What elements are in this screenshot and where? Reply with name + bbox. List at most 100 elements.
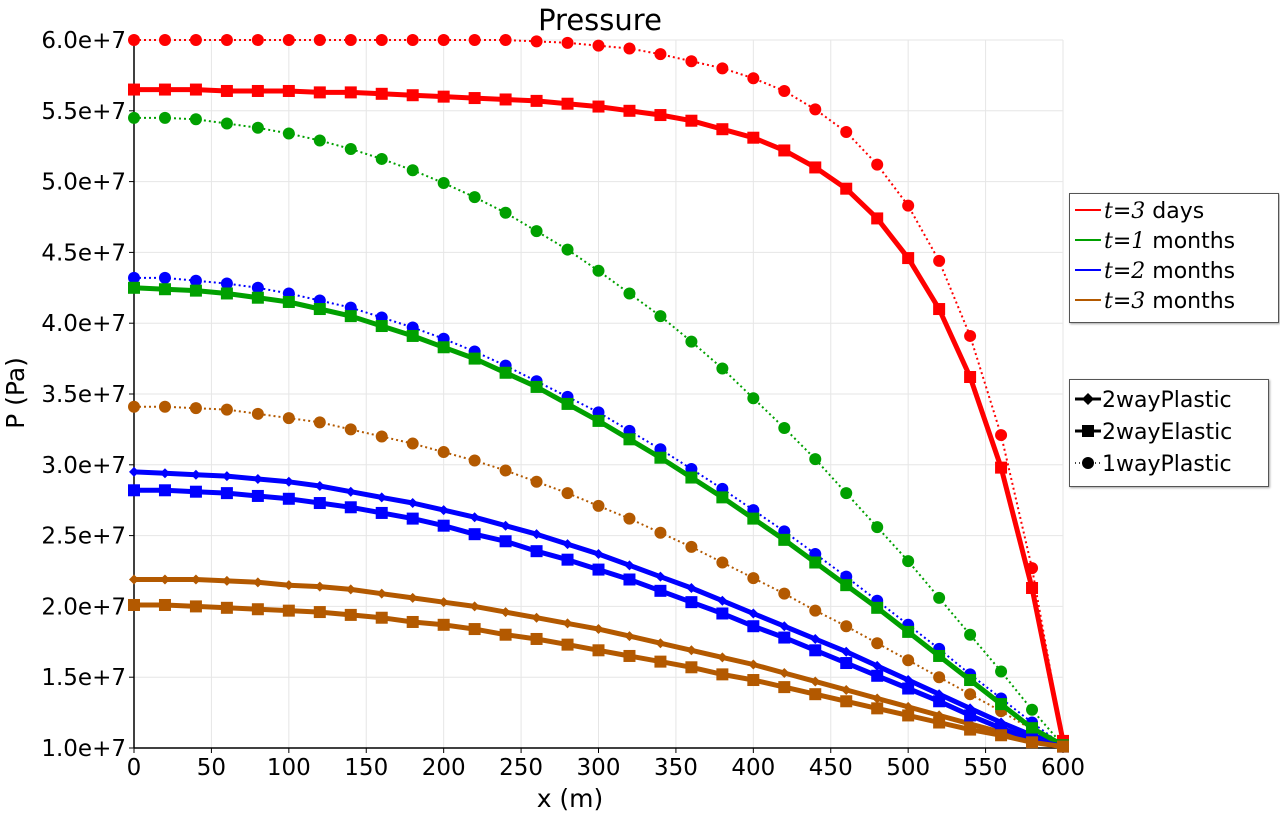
circle-marker [871, 637, 884, 650]
circle-marker [344, 423, 357, 436]
square-marker [716, 668, 729, 681]
circle-marker [840, 487, 853, 500]
legend-time-unit: months [1152, 229, 1236, 254]
y-tick-label: 1.0e+7 [41, 736, 126, 762]
square-marker [437, 90, 450, 103]
y-tick-label: 5.0e+7 [41, 170, 126, 196]
legend-swatch [1075, 269, 1101, 271]
square-marker [902, 709, 915, 722]
square-marker [902, 682, 915, 695]
diamond-marker [531, 612, 542, 623]
circle-marker [128, 271, 140, 284]
square-marker [747, 620, 760, 633]
square-marker [592, 414, 605, 427]
square-marker [499, 366, 512, 379]
x-tick-label: 300 [577, 755, 621, 781]
legend-time-var: t [1104, 259, 1113, 284]
axes [129, 39, 1064, 753]
x-tick-label: 50 [197, 755, 226, 781]
circle-marker [220, 277, 233, 290]
circle-marker [747, 572, 760, 585]
circle-marker [313, 34, 326, 46]
square-marker [251, 291, 264, 304]
diamond-marker [252, 577, 263, 588]
circle-marker [716, 62, 729, 75]
circle-marker [251, 281, 264, 294]
circle-marker [282, 127, 295, 140]
square-marker [220, 601, 233, 614]
tick-labels: 0 50 100 150 200 250 300 350 400 450 500 550 600 1.0e… [41, 28, 1085, 781]
circle-marker [344, 143, 357, 156]
legend-time-var: t [1104, 229, 1113, 254]
square-marker [592, 644, 605, 657]
square-marker [716, 491, 729, 504]
y-tick-label: 2.5e+7 [41, 524, 126, 550]
diamond-marker [407, 592, 418, 603]
square-marker [778, 681, 791, 694]
square-marker [685, 471, 698, 484]
circle-marker [964, 329, 977, 342]
legend-type-label: 2wayElastic [1102, 420, 1233, 445]
square-marker [499, 535, 512, 548]
circle-marker [530, 35, 543, 48]
square-marker [685, 114, 698, 127]
square-marker [716, 123, 729, 136]
circle-marker [561, 243, 574, 256]
circle-marker [189, 274, 202, 287]
x-tick-label: 350 [654, 755, 698, 781]
circle-marker [778, 587, 791, 600]
circle-marker [747, 72, 760, 85]
square-marker [933, 695, 946, 708]
square-marker [809, 644, 822, 657]
series-1wayPlastic-t0 [128, 34, 1069, 747]
legend-time-value: 3 [1131, 289, 1146, 314]
circle-marker [840, 620, 853, 633]
square-marker [623, 573, 636, 586]
circle-marker [902, 199, 915, 212]
square-marker [561, 553, 574, 566]
circle-marker [964, 688, 977, 701]
square-marker [840, 695, 853, 708]
square-marker [809, 556, 822, 569]
legend-time-label: t=1 months [1104, 229, 1235, 254]
square-marker [871, 212, 884, 225]
circle-marker [313, 416, 326, 429]
circle-marker [158, 271, 171, 284]
circle-marker [685, 55, 698, 68]
circle-marker [406, 437, 419, 450]
diamond-marker [748, 608, 759, 619]
square-marker [964, 723, 977, 736]
square-marker [933, 716, 946, 729]
circle-marker [313, 134, 326, 147]
legend-time-eq: = [1112, 229, 1132, 254]
circle-marker [561, 36, 574, 49]
circle-marker [375, 152, 388, 165]
diamond-marker [438, 505, 449, 516]
circle-marker [282, 412, 295, 425]
x-tick-label: 250 [499, 755, 543, 781]
square-marker [220, 287, 233, 300]
legend-type-entry: 2wayElastic [1070, 417, 1268, 447]
legend-diamond-swatch [1075, 393, 1101, 405]
circle-marker [933, 671, 946, 684]
square-marker [592, 100, 605, 113]
x-tick-label: 200 [422, 755, 466, 781]
square-marker [282, 492, 295, 505]
diamond-marker [655, 571, 666, 582]
circle-marker [220, 34, 233, 46]
circle-marker [499, 206, 512, 219]
diamond-marker [129, 574, 139, 585]
circle-marker [499, 464, 512, 477]
legend-time-label: t=3 months [1104, 289, 1235, 314]
square-marker [685, 661, 698, 674]
diamond-marker [717, 652, 728, 663]
x-tick-label: 500 [886, 755, 930, 781]
x-tick-label: 450 [809, 755, 853, 781]
diamond-marker [407, 498, 418, 509]
series-2wayPlastic-t3 [129, 574, 1068, 752]
y-tick-label: 4.0e+7 [41, 311, 126, 337]
square-marker [747, 131, 760, 144]
circle-marker [158, 34, 171, 46]
diamond-marker [624, 560, 635, 571]
legend-swatch [1075, 209, 1101, 211]
